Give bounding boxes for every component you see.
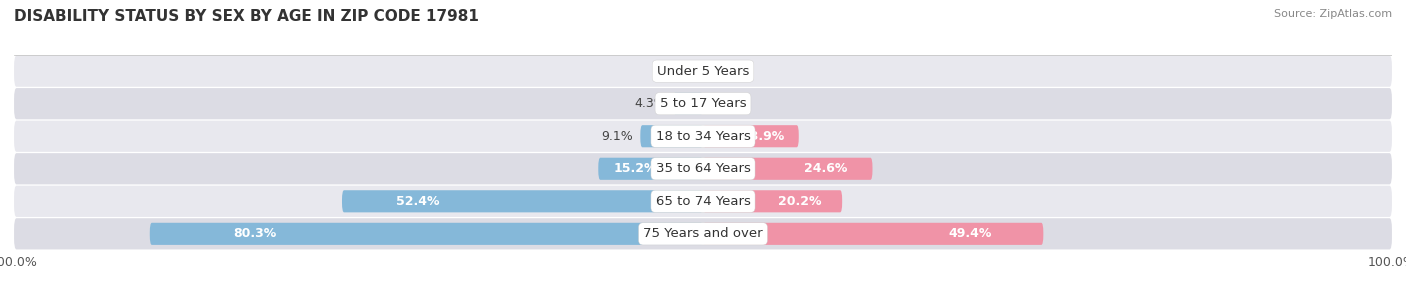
FancyBboxPatch shape [14,88,1392,119]
Text: 35 to 64 Years: 35 to 64 Years [655,162,751,175]
FancyBboxPatch shape [703,125,799,147]
FancyBboxPatch shape [14,56,1392,87]
Text: DISABILITY STATUS BY SEX BY AGE IN ZIP CODE 17981: DISABILITY STATUS BY SEX BY AGE IN ZIP C… [14,9,479,24]
FancyBboxPatch shape [703,223,1043,245]
Text: 49.4%: 49.4% [949,227,993,240]
FancyBboxPatch shape [14,186,1392,217]
Text: 0.0%: 0.0% [713,65,745,78]
FancyBboxPatch shape [673,93,703,115]
Text: 24.6%: 24.6% [804,162,846,175]
FancyBboxPatch shape [342,190,703,212]
Text: 80.3%: 80.3% [233,227,276,240]
Text: 5 to 17 Years: 5 to 17 Years [659,97,747,110]
Text: 52.4%: 52.4% [396,195,440,208]
Text: 18 to 34 Years: 18 to 34 Years [655,130,751,143]
Text: 75 Years and over: 75 Years and over [643,227,763,240]
Text: 20.2%: 20.2% [778,195,821,208]
Text: 0.0%: 0.0% [713,97,745,110]
FancyBboxPatch shape [14,153,1392,185]
Text: 4.3%: 4.3% [634,97,666,110]
Text: Source: ZipAtlas.com: Source: ZipAtlas.com [1274,9,1392,19]
Text: Under 5 Years: Under 5 Years [657,65,749,78]
FancyBboxPatch shape [150,223,703,245]
Text: 13.9%: 13.9% [741,130,785,143]
FancyBboxPatch shape [14,218,1392,249]
Text: 65 to 74 Years: 65 to 74 Years [655,195,751,208]
FancyBboxPatch shape [14,120,1392,152]
FancyBboxPatch shape [703,190,842,212]
FancyBboxPatch shape [599,158,703,180]
FancyBboxPatch shape [640,125,703,147]
Text: 0.0%: 0.0% [661,65,693,78]
FancyBboxPatch shape [703,158,873,180]
Text: 15.2%: 15.2% [614,162,658,175]
Text: 9.1%: 9.1% [602,130,634,143]
